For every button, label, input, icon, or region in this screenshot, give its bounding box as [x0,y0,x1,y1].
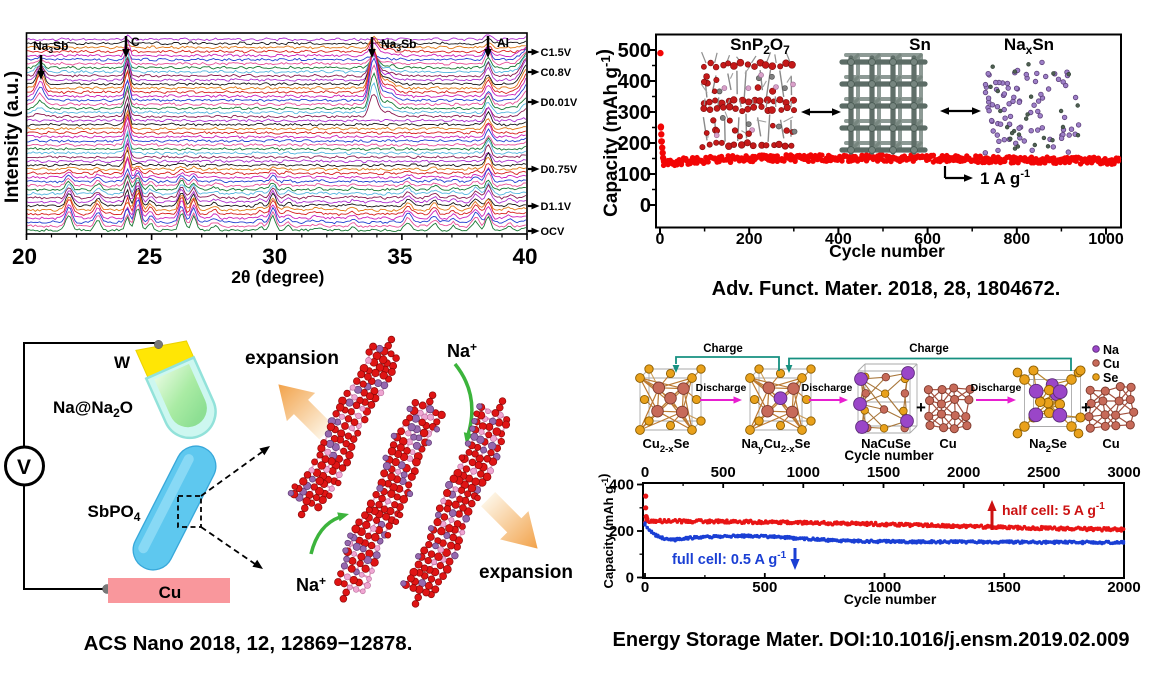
svg-text:Cu2-xSe: Cu2-xSe [643,436,690,455]
svg-text:Sn: Sn [909,35,931,54]
svg-text:500: 500 [752,579,777,596]
svg-text:NaCuSe: NaCuSe [861,436,911,451]
svg-text:1 A g-1: 1 A g-1 [980,168,1030,188]
svg-text:ACS Nano 2018, 12, 12869−12878: ACS Nano 2018, 12, 12869−12878. [84,632,413,655]
svg-text:NaxSn: NaxSn [1004,35,1054,57]
svg-text:D0.75V: D0.75V [541,164,578,176]
svg-text:expansion: expansion [479,562,573,583]
svg-text:Charge: Charge [703,343,743,355]
svg-text:V: V [17,456,31,479]
svg-text:SbPO4: SbPO4 [88,502,141,524]
svg-text:200: 200 [736,231,763,248]
svg-text:Discharge: Discharge [802,382,853,394]
svg-text:500: 500 [711,464,736,481]
svg-text:full cell: 0.5 A g-1: full cell: 0.5 A g-1 [672,550,787,568]
svg-text:D0.01V: D0.01V [541,97,578,109]
svg-text:400: 400 [618,71,651,93]
svg-text:100: 100 [618,164,651,186]
svg-text:expansion: expansion [245,348,339,369]
svg-text:20: 20 [12,244,37,269]
svg-text:W: W [114,353,131,372]
svg-text:35: 35 [387,244,412,269]
svg-text:1000: 1000 [787,464,820,481]
svg-text:Cu: Cu [159,583,182,602]
svg-text:2000: 2000 [1107,579,1140,596]
svg-text:half cell: 5 A g-1: half cell: 5 A g-1 [1002,501,1105,518]
svg-text:800: 800 [1003,231,1030,248]
svg-text:300: 300 [618,102,651,124]
svg-text:1000: 1000 [1088,231,1124,248]
svg-text:OCV: OCV [541,226,566,238]
svg-text:1000: 1000 [868,579,901,596]
svg-text:40: 40 [512,244,537,269]
svg-text:Discharge: Discharge [696,382,747,394]
svg-text:2000: 2000 [947,464,980,481]
svg-text:Cu: Cu [1102,436,1119,451]
svg-text:+: + [1081,398,1091,417]
svg-text:Na@Na2O: Na@Na2O [53,398,133,420]
svg-text:Na: Na [1103,343,1120,357]
svg-text:+: + [916,398,926,417]
svg-text:SnP2O7: SnP2O7 [730,35,790,57]
svg-text:Al: Al [497,36,509,50]
svg-text:2θ (degree): 2θ (degree) [231,267,324,287]
svg-text:Cu: Cu [939,436,956,451]
svg-text:Na+: Na+ [296,574,326,595]
svg-text:Cycle number: Cycle number [844,591,937,607]
svg-text:0: 0 [641,464,649,481]
svg-text:Na+: Na+ [447,340,477,361]
svg-text:0: 0 [641,579,649,596]
svg-text:Discharge: Discharge [971,382,1022,394]
svg-text:C0.8V: C0.8V [541,67,572,79]
svg-text:D1.1V: D1.1V [541,201,572,213]
svg-text:Cu: Cu [1103,357,1120,371]
svg-text:30: 30 [262,244,287,269]
svg-text:Intensity (a.u.): Intensity (a.u.) [1,71,23,203]
svg-text:C1.5V: C1.5V [541,47,572,59]
svg-text:1500: 1500 [988,579,1021,596]
svg-text:Energy Storage Mater. DOI:10.1: Energy Storage Mater. DOI:10.1016/j.ensm… [613,629,1130,651]
svg-text:Na2Se: Na2Se [1029,436,1067,455]
svg-text:25: 25 [137,244,162,269]
svg-text:0: 0 [656,231,665,248]
svg-text:2500: 2500 [1027,464,1060,481]
svg-text:Na3​Sb: Na3​Sb [33,39,68,55]
svg-text:Adv. Funct. Mater. 2018, 28, 1: Adv. Funct. Mater. 2018, 28, 1804672. [712,278,1061,300]
svg-text:400: 400 [609,477,634,494]
svg-text:200: 200 [609,523,634,540]
svg-text:0: 0 [640,195,651,217]
svg-text:0: 0 [626,570,634,587]
svg-text:400: 400 [825,231,852,248]
svg-text:Na3​Sb: Na3​Sb [381,37,416,53]
svg-text:500: 500 [618,40,651,62]
svg-text:1500: 1500 [867,464,900,481]
svg-text:3000: 3000 [1107,464,1140,481]
svg-text:Se: Se [1103,371,1118,385]
svg-text:Capacity (mAh g-1): Capacity (mAh g-1) [596,474,616,589]
svg-text:Charge: Charge [909,343,949,355]
svg-text:C: C [131,35,140,49]
svg-text:Cycle number: Cycle number [844,448,934,463]
svg-text:600: 600 [914,231,941,248]
svg-text:Cycle number: Cycle number [829,241,945,261]
svg-text:200: 200 [618,133,651,155]
